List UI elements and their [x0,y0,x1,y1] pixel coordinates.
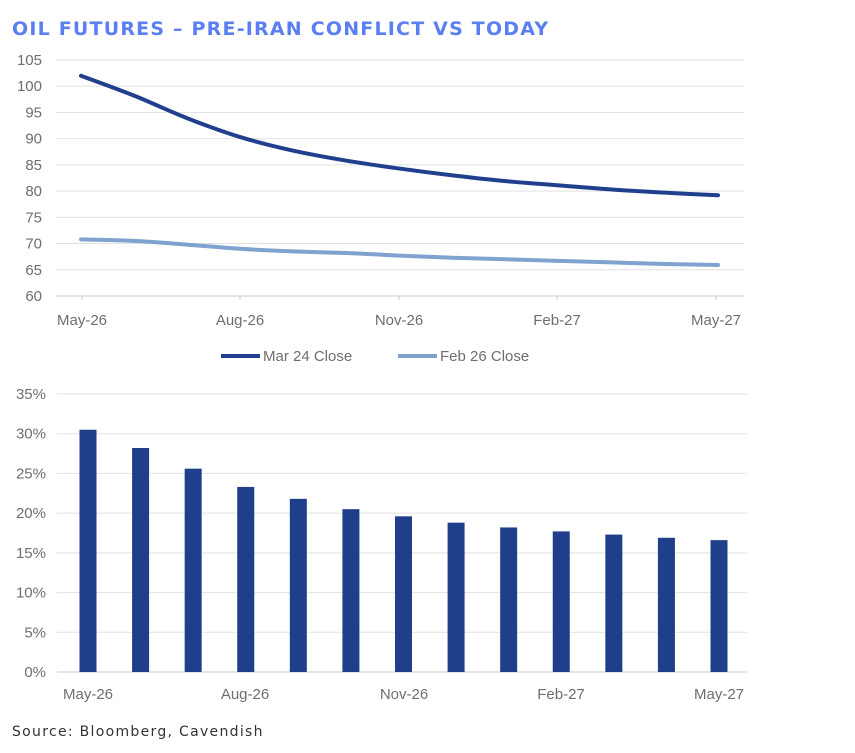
bar-y-tick-label-35: 35% [16,386,46,403]
bar-jan-27 [500,527,518,672]
line-chart-series [79,73,720,268]
bar-oct-26 [342,509,360,672]
chart-title: OIL FUTURES – PRE-IRAN CONFLICT VS TODAY [12,18,550,40]
bar-jul-26 [184,468,202,672]
x-tick-label-may-27: May-27 [691,312,741,329]
bar-nov-26 [395,516,412,672]
bar-y-tick-label-15: 15% [16,545,46,562]
bar-may-27 [710,540,728,672]
bar-chart-x-axis: May-26 Aug-26 Nov-26 Feb-27 May-27 [57,671,747,703]
line-chart-y-axis: 105 100 95 90 85 80 75 70 65 60 [17,52,42,305]
bar-x-tick-label-aug-26: Aug-26 [221,686,269,703]
bar-x-tick-label-may-27: May-27 [694,686,744,703]
bar-y-tick-label-0: 0% [24,664,46,681]
bar-y-tick-label-25: 25% [16,465,46,482]
legend-label-feb-26-close: Feb 26 Close [440,348,529,365]
y-tick-label-85: 85 [25,157,42,174]
x-tick-label-may-26: May-26 [57,312,107,329]
bar-y-tick-label-10: 10% [16,585,46,602]
y-tick-label-95: 95 [25,104,42,121]
bar-x-tick-label-may-26: May-26 [63,686,113,703]
series-line-mar-24-close [79,73,720,198]
y-tick-label-60: 60 [25,288,42,305]
bar-aug-26 [237,486,255,672]
y-tick-label-70: 70 [25,236,42,253]
bar-chart-bars [79,429,728,672]
bar-sep-26 [289,498,307,672]
legend-label-mar-24-close: Mar 24 Close [263,348,352,365]
legend: Mar 24 Close Feb 26 Close [221,348,529,365]
line-chart-gridlines [56,59,744,297]
x-tick-label-feb-27: Feb-27 [533,312,581,329]
bar-apr-27 [657,537,675,672]
bar-x-tick-label-feb-27: Feb-27 [537,686,585,703]
x-tick-label-nov-26: Nov-26 [375,312,423,329]
y-tick-label-100: 100 [17,78,42,95]
bar-y-tick-label-5: 5% [24,624,46,641]
y-tick-label-65: 65 [25,262,42,279]
line-chart-x-axis: May-26 Aug-26 Nov-26 Feb-27 May-27 [56,295,744,329]
bar-chart-y-axis: 35% 30% 25% 20% 15% 10% 5% 0% [16,386,46,681]
y-tick-label-90: 90 [25,131,42,148]
bar-feb-27 [552,531,570,672]
x-tick-label-aug-26: Aug-26 [216,312,264,329]
source-note: Source: Bloomberg, Cavendish [12,724,264,740]
bar-mar-27 [605,534,623,672]
bar-y-tick-label-20: 20% [16,505,46,522]
bar-y-tick-label-30: 30% [16,426,46,443]
bar-may-26 [79,429,97,672]
y-tick-label-105: 105 [17,52,42,69]
bar-dec-26 [447,522,465,672]
bar-jun-26 [132,448,150,672]
y-tick-label-80: 80 [25,183,42,200]
y-tick-label-75: 75 [25,209,42,226]
bar-x-tick-label-nov-26: Nov-26 [380,686,428,703]
